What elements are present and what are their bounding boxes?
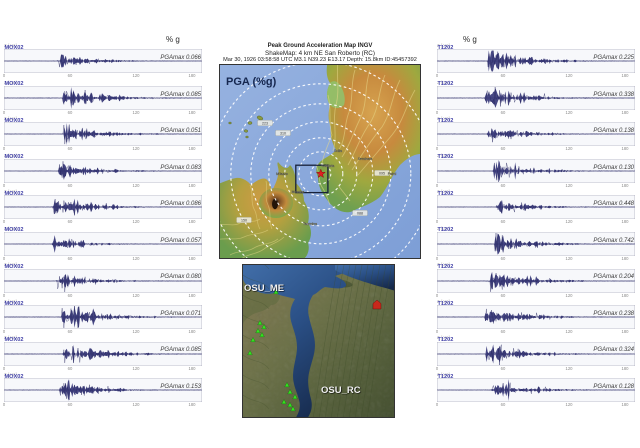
- svg-text:223: 223: [262, 121, 268, 125]
- svg-text:Calabria: Calabria: [322, 164, 335, 168]
- svg-text:PGA (%g): PGA (%g): [226, 76, 277, 88]
- svg-text:150: 150: [241, 218, 247, 222]
- svg-text:OSU_RC: OSU_RC: [321, 385, 361, 396]
- svg-text:Palmi: Palmi: [388, 172, 397, 176]
- svg-text:Seminara: Seminara: [358, 157, 373, 161]
- svg-text:Scilla: Scilla: [334, 149, 342, 153]
- svg-text:088: 088: [357, 211, 363, 215]
- svg-text:310: 310: [280, 131, 286, 135]
- svg-text:Milazzo: Milazzo: [276, 172, 288, 176]
- svg-text:OSU_ME: OSU_ME: [244, 283, 284, 294]
- svg-text:095: 095: [379, 171, 385, 175]
- svg-text:Messina: Messina: [292, 190, 305, 194]
- svg-text:Taormina: Taormina: [303, 222, 317, 226]
